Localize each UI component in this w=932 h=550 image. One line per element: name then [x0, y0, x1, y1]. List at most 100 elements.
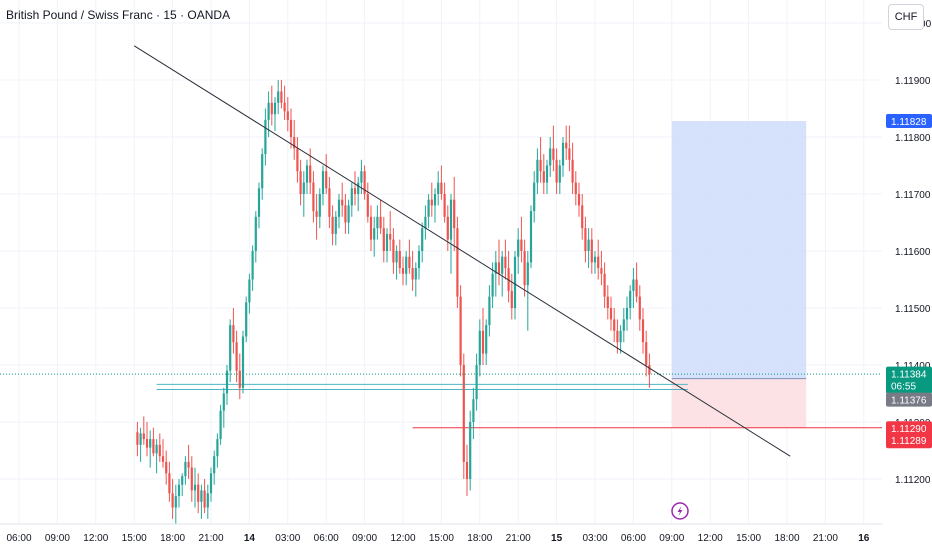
current-price-badge-text: 06:55	[891, 382, 916, 393]
candle-body	[171, 493, 174, 508]
price-tick-label: 1.11500	[895, 304, 931, 315]
candle-body	[389, 233, 392, 240]
horizontal-lines[interactable]	[0, 373, 882, 429]
time-axis[interactable]: 06:00 09:00 12:00 15:00 18:00 21:00 14 03:00 06:…	[0, 523, 882, 550]
target-badge-text: 1.11828	[891, 117, 927, 128]
candle-body	[181, 476, 184, 485]
price-tick-label: 1.11600	[895, 247, 931, 258]
candle-body	[273, 102, 277, 115]
candle-body	[619, 330, 622, 343]
candle-body	[283, 102, 286, 112]
candle-body	[395, 251, 398, 263]
currency-button[interactable]: CHF	[888, 4, 924, 30]
candle-body	[632, 279, 635, 291]
candle-body	[302, 182, 305, 194]
candle-body	[373, 228, 376, 240]
candle-body	[478, 330, 481, 365]
candle-body	[635, 279, 638, 297]
stop-badge-text: 1.11289	[891, 436, 927, 447]
position-tool[interactable]	[671, 121, 807, 428]
candle-body	[510, 290, 513, 308]
candle-body	[542, 171, 545, 183]
candle-body	[257, 188, 261, 217]
candle-body	[417, 251, 421, 269]
candle-body	[504, 256, 507, 269]
candle-body	[536, 159, 539, 183]
candle-body	[267, 102, 270, 120]
candle-body	[299, 171, 302, 194]
candle-body	[334, 216, 337, 234]
candle-body	[200, 490, 203, 502]
candle-body	[587, 239, 590, 251]
candle-body	[235, 342, 238, 371]
candle-body	[398, 251, 401, 269]
candle-body	[472, 399, 475, 422]
candle-body	[289, 119, 293, 137]
candle-body	[561, 142, 565, 166]
candle-body	[184, 461, 187, 477]
candle-body	[296, 148, 299, 172]
candle-body	[517, 239, 520, 257]
candle-body	[261, 154, 264, 189]
candle-body	[241, 336, 245, 388]
candle-body	[513, 256, 517, 308]
candle-body	[609, 308, 613, 320]
candle-body	[264, 119, 267, 155]
candle-body	[158, 444, 161, 457]
candle-body	[328, 188, 331, 217]
candle-body	[286, 111, 289, 120]
target-zone[interactable]	[671, 121, 807, 379]
candle-body	[363, 171, 366, 194]
candle-body	[347, 205, 350, 223]
candle-body	[309, 165, 312, 183]
candle-body	[315, 211, 318, 217]
candle-body	[197, 484, 200, 502]
stop-badge-text: 1.11290	[891, 424, 927, 435]
stop-zone[interactable]	[671, 378, 807, 428]
candle-body	[629, 290, 632, 308]
candle-body	[318, 194, 321, 217]
candle-body	[497, 262, 501, 274]
price-axis[interactable]: 1.112001.113001.114001.115001.116001.117…	[882, 0, 932, 550]
candle-body	[520, 239, 523, 251]
candle-body	[155, 444, 158, 454]
time-tick-label: 03:00	[275, 533, 300, 544]
time-tick-label: 16	[858, 533, 870, 544]
candle-body	[251, 251, 254, 280]
candle-body	[165, 461, 168, 474]
candle-body	[254, 216, 257, 251]
price-tick-label: 1.11400	[895, 361, 931, 372]
candle-body	[469, 422, 472, 479]
candle-body	[414, 268, 417, 280]
stop-badge-bg	[886, 421, 932, 449]
candle-body	[270, 102, 273, 115]
candle-body	[641, 319, 645, 343]
candle-body	[353, 188, 357, 194]
candle-body	[568, 148, 571, 160]
candle-body	[293, 137, 296, 149]
candle-body	[203, 490, 206, 508]
economic-event-icon[interactable]	[671, 502, 689, 520]
candle-body	[357, 182, 360, 194]
candle-body	[219, 410, 222, 440]
price-tick-label: 1.11200	[895, 475, 931, 486]
candle-body	[545, 165, 549, 183]
time-tick-label: 03:00	[582, 533, 607, 544]
candle-body	[437, 182, 440, 194]
candle-body	[401, 268, 405, 274]
candle-body	[405, 256, 408, 274]
candle-body	[385, 233, 389, 251]
candle-body	[488, 296, 491, 326]
time-axis-bg	[0, 524, 882, 550]
candle-body	[501, 256, 504, 274]
trendline[interactable]	[133, 45, 791, 457]
time-tick-label: 06:00	[6, 533, 31, 544]
candle-body	[174, 496, 177, 508]
time-tick-label: 18:00	[160, 533, 185, 544]
candle-body	[648, 365, 651, 375]
candle-body	[526, 262, 529, 286]
time-tick-label: 18:00	[774, 533, 799, 544]
candle-body	[600, 268, 603, 274]
